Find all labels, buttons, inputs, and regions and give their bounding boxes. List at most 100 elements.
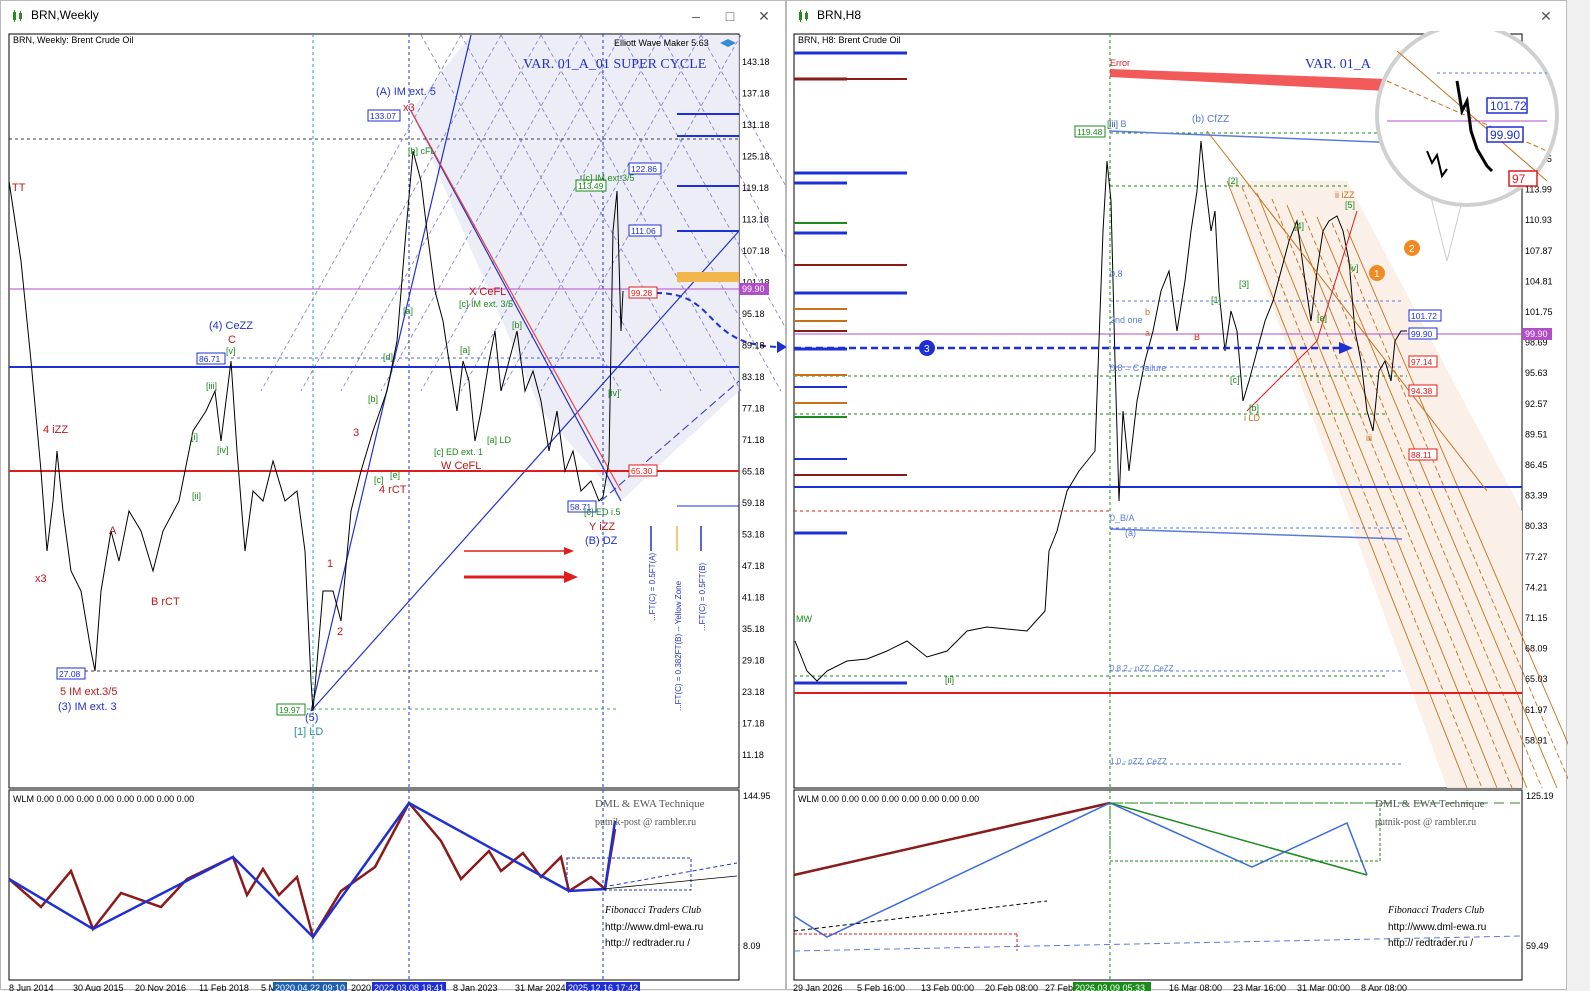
left-chart[interactable]: BRN, Weekly: Brent Crude Oil Elliott Wav… [1, 31, 787, 991]
box-111-06: 111.06 [631, 226, 656, 236]
right-y-tick: 89.51 [1525, 429, 1548, 439]
label-C: C [228, 334, 236, 346]
right-y-tick: 58.91 [1525, 735, 1548, 745]
right-y-tick: 77.27 [1525, 552, 1548, 562]
r-2: [2] [1228, 176, 1238, 186]
right-x-2: 13 Feb 00:00 [921, 983, 974, 991]
left-y-tick: 53.18 [742, 530, 765, 540]
r-v: [v] [1349, 263, 1359, 273]
r-nzz2: 1.0 - nZZ, CeZZ [1110, 757, 1167, 766]
label-1: 1 [327, 558, 333, 570]
left-y-tick: 125.18 [742, 152, 770, 162]
left-x-5: 2020 [351, 983, 371, 991]
right-y-tick: 104.81 [1525, 276, 1553, 286]
maximize-icon[interactable]: □ [725, 8, 735, 24]
left-y-tick: 143.18 [742, 57, 770, 67]
r-ii-B: [ii] B [1109, 119, 1127, 129]
box-65-30: 65.30 [631, 466, 653, 476]
right-window-title: BRN,H8 [817, 8, 862, 22]
right-chart-window[interactable]: BRN,H8 ✕ [786, 0, 1568, 991]
left-titlebar[interactable]: BRN,Weekly – □ ✕ [1, 1, 785, 31]
right-y-tick: 74.21 [1525, 582, 1548, 592]
g-i: [i] [191, 432, 198, 442]
left-y-tick: 23.18 [742, 687, 765, 697]
right-x-3: 20 Feb 08:00 [985, 983, 1038, 991]
g-c-IM-top: [c] IM ext.3/5 [583, 173, 635, 183]
right-ind-axis-top: 125.19 [1526, 791, 1554, 801]
label-4-CeZZ: (4) CeZZ [209, 320, 253, 332]
right-y-tick: 113.99 [1525, 185, 1552, 195]
left-x-hl-1: 2022.03.08 18:41 [374, 983, 444, 991]
box-113-49: 113.49 [578, 181, 604, 191]
r-error: Error [1110, 58, 1130, 68]
marker-3 [919, 340, 935, 356]
left-ind-axis-bottom: 8.09 [743, 941, 761, 951]
close-icon[interactable]: ✕ [758, 8, 770, 24]
g-b2: [b] [512, 320, 522, 330]
right-club-3[interactable]: http:// redtrader.ru / [1388, 938, 1473, 949]
left-y-tick: 41.18 [742, 593, 765, 603]
right-titlebar[interactable]: BRN,H8 ✕ [787, 1, 1566, 31]
label-5: (5) [305, 712, 318, 724]
left-y-tick: 35.18 [742, 624, 765, 634]
right-x-8: 8 Apr 08:00 [1361, 983, 1407, 991]
box-27-08: 27.08 [59, 669, 81, 679]
r-a2: a [1145, 328, 1150, 338]
g-e: [e] [390, 470, 400, 480]
left-chart-header: BRN, Weekly: Brent Crude Oil [13, 35, 133, 45]
right-chart[interactable]: 3 1 2 BRN, H8: Brent Crude Oil VAR. 01_A… [787, 31, 1568, 991]
left-club-3[interactable]: http:// redtrader.ru / [605, 938, 690, 949]
right-ind-axis-bottom: 59.49 [1526, 941, 1549, 951]
right-watermark-2: putnik-post @ rambler.ru [1375, 817, 1476, 828]
left-y-tick: 59.18 [742, 498, 765, 508]
right-y-tick: 110.93 [1525, 215, 1552, 225]
left-y-tick: 101.18 [742, 278, 770, 288]
box-86-71: 86.71 [199, 354, 221, 364]
left-y-tick: 137.18 [742, 89, 770, 99]
right-x-7: 31 Mar 00:00 [1297, 983, 1350, 991]
r-2nd: 2nd one [1110, 315, 1143, 325]
left-x-2: 20 Nov 2016 [135, 983, 186, 991]
g-c-IM: [c] IM ext. 3/5 [459, 299, 513, 309]
box-58-71: 58.71 [570, 502, 592, 512]
g-a-LD: [a] LD [487, 435, 512, 445]
r-b: b [1145, 307, 1150, 317]
marker-2 [1404, 240, 1420, 256]
g-iv: [iv] [217, 445, 229, 455]
left-x-6: 8 Jan 2023 [453, 983, 498, 991]
r-4: [4] [1294, 221, 1304, 231]
g-b: [b] [368, 394, 378, 404]
left-chart-window[interactable]: BRN,Weekly – □ ✕ [0, 0, 787, 991]
marker-1-label: 1 [1374, 269, 1380, 280]
left-y-tick: 11.18 [742, 750, 764, 760]
box-122-86: 122.86 [631, 164, 657, 174]
left-y-tick: 95.18 [742, 309, 765, 319]
right-club-2[interactable]: http://www.dml-ewa.ru [1388, 922, 1486, 933]
label-3-IM: (3) IM ext. 3 [58, 701, 117, 713]
cap-icon [720, 39, 736, 47]
right-y-tick: 92.57 [1525, 399, 1548, 409]
right-x-0: 29 Jan 2026 [793, 983, 843, 991]
close-icon[interactable]: ✕ [1540, 8, 1552, 24]
label-4-rCT: 4 rCT [379, 484, 407, 496]
g-c: [c] [374, 475, 384, 485]
right-y-tick: 95.63 [1525, 368, 1548, 378]
left-club-2[interactable]: http://www.dml-ewa.ru [605, 922, 703, 933]
r-b-cfzz: (b) CfZZ [1192, 114, 1229, 125]
r-box-9990: 99.90 [1411, 329, 1433, 339]
chart-candle-icon [799, 10, 808, 22]
left-x-hl-2: 2025.12.16 17:42 [568, 983, 638, 991]
label-5-IM: 5 IM ext.3/5 [60, 686, 117, 698]
g-d: [d] [383, 352, 393, 362]
right-y-tick: 61.97 [1525, 705, 1548, 715]
left-x-0: 8 Jun 2014 [9, 983, 54, 991]
minimize-icon[interactable]: – [692, 8, 700, 24]
left-price-tag: 99.90 [742, 284, 765, 294]
plugin-label: Elliott Wave Maker 5.63 [614, 38, 709, 48]
r-3: [3] [1239, 279, 1249, 289]
right-indicator-header: WLM 0.00 0.00 0.00 0.00 0.00 0.00 0.00 0… [798, 794, 979, 804]
mag-box-2: 99.90 [1490, 128, 1520, 142]
r-c: [c] [1230, 375, 1240, 385]
label-A-IM: (A) IM ext. 5 [376, 86, 436, 98]
left-x-3: 11 Feb 2018 [199, 983, 249, 991]
